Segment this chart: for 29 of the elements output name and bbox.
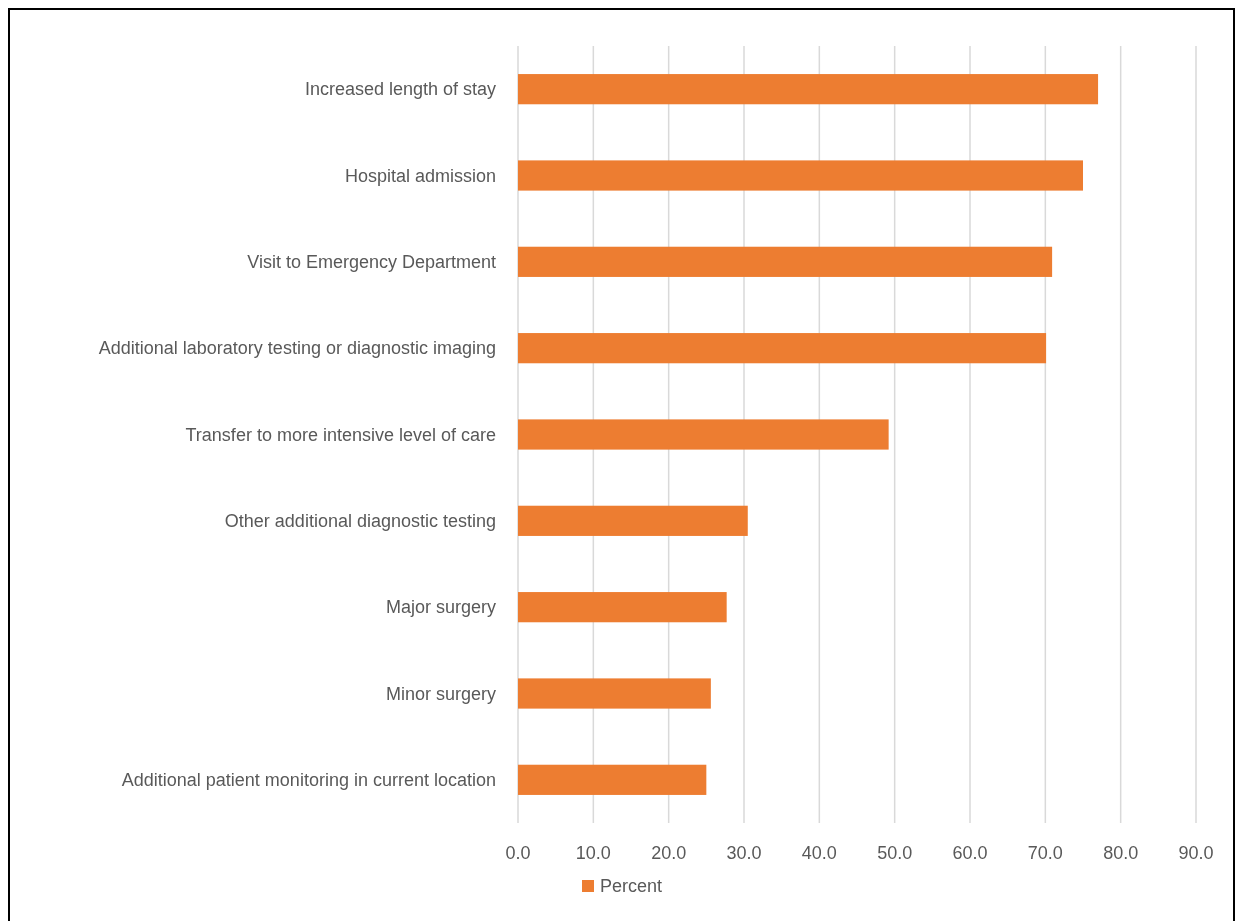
x-tick-label: 70.0 [1027, 843, 1063, 863]
bar [518, 505, 748, 536]
x-tick-label: 50.0 [877, 843, 913, 863]
y-tick-label: Hospital admission [344, 165, 496, 186]
bar [518, 592, 727, 623]
y-tick-label: Increased length of stay [304, 79, 496, 100]
y-tick-label: Visit to Emergency Department [247, 252, 496, 273]
y-tick-label: Additional patient monitoring in current location [121, 770, 496, 791]
y-tick-label: Transfer to more intensive level of care [185, 424, 496, 445]
y-tick-label: Major surgery [385, 597, 496, 618]
bar [518, 419, 889, 450]
legend-label: Percent [600, 876, 663, 897]
y-tick-label: Minor surgery [385, 683, 496, 704]
y-tick-label: Other additional diagnostic testing [224, 511, 496, 532]
x-tick-label: 80.0 [1103, 843, 1139, 863]
bar [518, 678, 711, 709]
bar [518, 160, 1083, 191]
x-tick-label: 40.0 [801, 843, 837, 863]
bar [518, 246, 1053, 277]
x-tick-label: 20.0 [651, 843, 687, 863]
x-tick-label: 30.0 [726, 843, 762, 863]
bar [518, 764, 707, 795]
y-tick-label: Additional laboratory testing or diagnostic imaging [98, 338, 496, 359]
x-tick-label: 0.0 [505, 843, 531, 863]
x-tick-label: 10.0 [575, 843, 611, 863]
x-tick-label: 90.0 [1178, 843, 1214, 863]
bar [518, 74, 1099, 105]
bar [518, 333, 1047, 364]
x-tick-label: 60.0 [952, 843, 988, 863]
